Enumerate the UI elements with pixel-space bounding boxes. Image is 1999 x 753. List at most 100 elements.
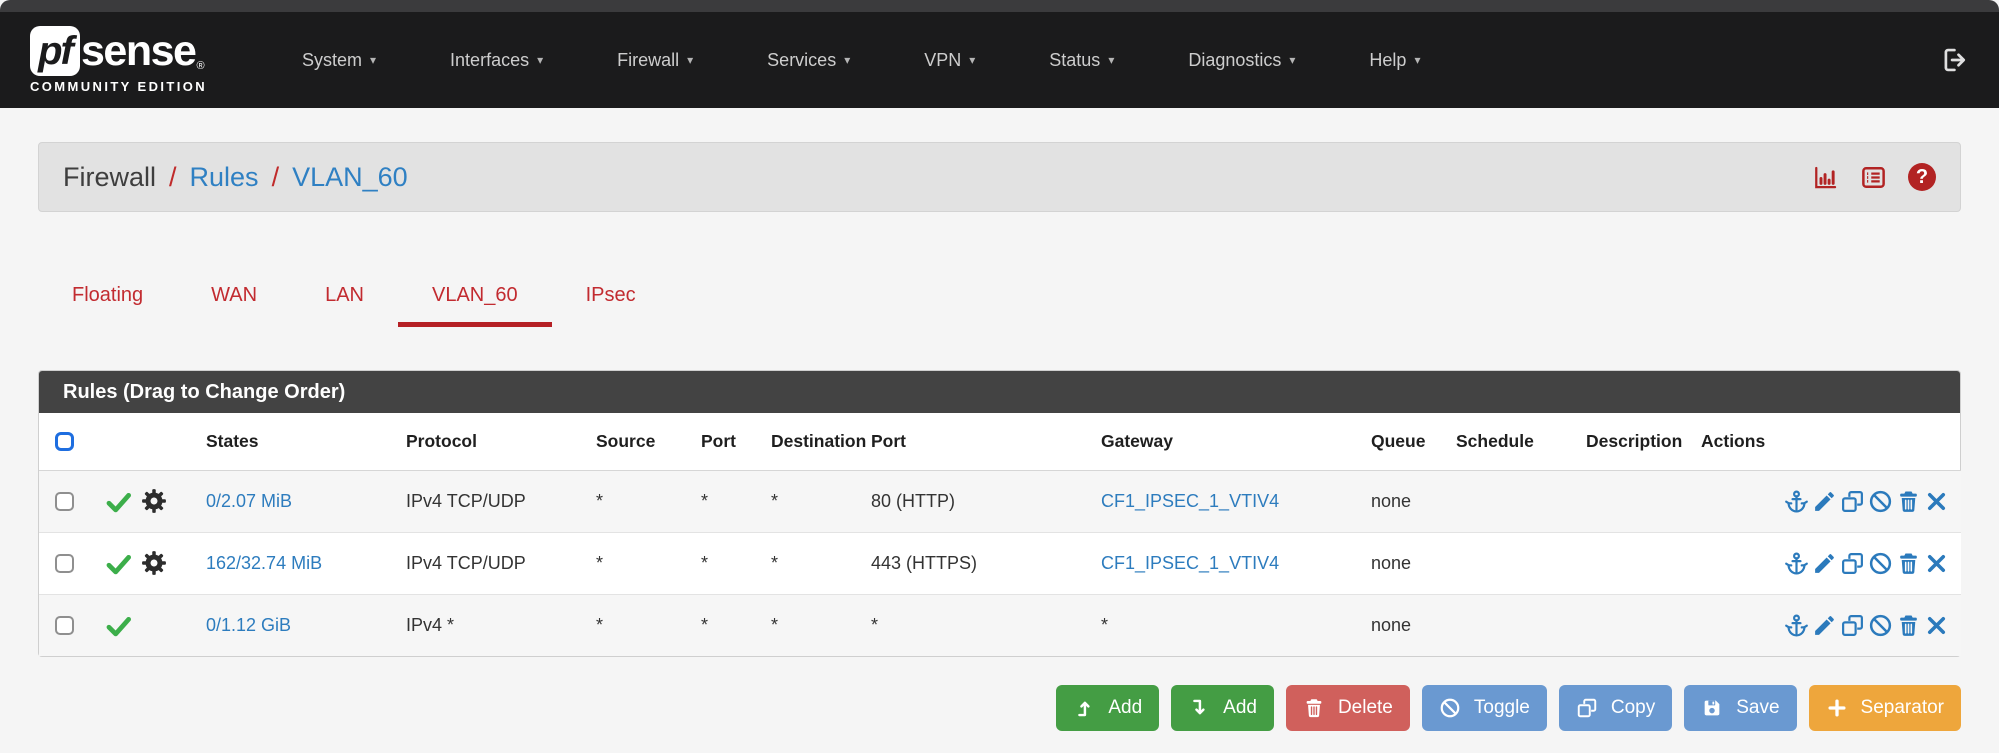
description-cell — [1576, 594, 1691, 656]
separator-button[interactable]: Separator — [1808, 685, 1961, 731]
pencil-icon[interactable] — [1812, 489, 1837, 514]
gear-icon[interactable] — [141, 550, 167, 576]
caret-down-icon: ▾ — [1289, 53, 1296, 67]
copy-button[interactable]: Copy — [1558, 685, 1673, 731]
description-cell — [1576, 532, 1691, 594]
anchor-icon[interactable] — [1784, 613, 1809, 638]
rule-row[interactable]: 0/1.12 GiB IPv4 * * * * * * none — [39, 594, 1961, 656]
states-link[interactable]: 162/32.74 MiB — [206, 552, 323, 573]
pencil-icon[interactable] — [1812, 613, 1837, 638]
pass-check-icon — [105, 488, 132, 515]
menu-item-vpn[interactable]: VPN ▾ — [887, 50, 1012, 71]
question-circle-icon[interactable]: ? — [1908, 163, 1936, 191]
menu-label: Status — [1049, 49, 1101, 70]
protocol-cell: IPv4 TCP/UDP — [406, 552, 526, 573]
ban-icon[interactable] — [1868, 551, 1893, 576]
states-link[interactable]: 0/1.12 GiB — [206, 614, 292, 635]
add-rule-top-button[interactable]: Add — [1056, 685, 1160, 731]
states-link[interactable]: 0/2.07 MiB — [206, 490, 293, 511]
pf-logo-box: pf — [30, 26, 80, 76]
menu-item-help[interactable]: Help ▾ — [1332, 50, 1457, 71]
column-header-protocol: Protocol — [396, 413, 586, 471]
times-icon[interactable] — [1924, 489, 1949, 514]
dest-port-cell: 443 (HTTPS) — [871, 552, 978, 573]
floppy-save-icon — [1701, 697, 1723, 719]
column-header-destination: Destination — [761, 413, 866, 471]
menu-item-diagnostics[interactable]: Diagnostics ▾ — [1151, 50, 1332, 71]
breadcrumb-link-vlan60[interactable]: VLAN_60 — [292, 161, 408, 192]
clone-icon[interactable] — [1840, 613, 1865, 638]
menu-label: Firewall — [617, 49, 680, 70]
clone-icon — [1576, 697, 1598, 719]
column-header-schedule: Schedule — [1446, 413, 1576, 471]
toggle-button[interactable]: Toggle — [1421, 685, 1547, 731]
source-cell: * — [596, 614, 604, 635]
tab-vlan-60[interactable]: VLAN_60 — [397, 272, 552, 327]
menu-label: Diagnostics — [1188, 49, 1282, 70]
row-checkbox[interactable] — [55, 615, 74, 635]
breadcrumb-link-rules[interactable]: Rules — [189, 161, 259, 192]
add-rule-bottom-button[interactable]: Add — [1171, 685, 1274, 731]
button-label: Separator — [1860, 697, 1944, 718]
pfsense-logo[interactable]: pf sense ® COMMUNITY EDITION — [30, 26, 235, 94]
tab-ipsec[interactable]: IPsec — [585, 284, 636, 306]
clone-icon[interactable] — [1840, 489, 1865, 514]
rule-row[interactable]: 162/32.74 MiB IPv4 TCP/UDP * * * 443 (HT… — [39, 532, 1961, 594]
select-all-checkbox[interactable] — [55, 431, 74, 451]
breadcrumb-panel: Firewall / Rules / VLAN_60 ? — [38, 142, 1961, 212]
row-checkbox[interactable] — [55, 553, 74, 573]
logo-pf-text: pf — [38, 28, 74, 73]
menu-item-services[interactable]: Services ▾ — [730, 50, 887, 71]
ban-icon[interactable] — [1868, 613, 1893, 638]
caret-down-icon: ▾ — [969, 53, 976, 67]
dest-port-cell: * — [871, 614, 879, 635]
sign-out-icon[interactable] — [1941, 46, 1969, 74]
menu-item-status[interactable]: Status ▾ — [1012, 50, 1151, 71]
pencil-icon[interactable] — [1812, 551, 1837, 576]
menu-item-system[interactable]: System ▾ — [265, 50, 413, 71]
list-alt-icon[interactable] — [1860, 164, 1887, 191]
queue-cell: none — [1371, 490, 1412, 511]
bar-chart-icon[interactable] — [1812, 164, 1839, 191]
ban-icon[interactable] — [1868, 489, 1893, 514]
table-header-row: States Protocol Source Port Destination … — [39, 413, 1961, 471]
gear-icon[interactable] — [141, 488, 167, 514]
times-icon[interactable] — [1924, 613, 1949, 638]
menu-item-firewall[interactable]: Firewall ▾ — [580, 50, 730, 71]
level-up-icon — [1073, 697, 1095, 719]
row-checkbox[interactable] — [55, 491, 74, 511]
column-header-states: States — [196, 413, 396, 471]
trash-icon[interactable] — [1896, 613, 1921, 638]
menu-item-interfaces[interactable]: Interfaces ▾ — [413, 50, 580, 71]
tab-floating[interactable]: Floating — [72, 284, 144, 306]
trash-icon[interactable] — [1896, 551, 1921, 576]
tab-wan[interactable]: WAN — [211, 284, 258, 306]
panel-title: Rules (Drag to Change Order) — [39, 371, 1960, 413]
breadcrumb-separator: / — [271, 161, 280, 192]
menu-label: VPN — [924, 49, 962, 70]
trash-icon[interactable] — [1896, 489, 1921, 514]
source-cell: * — [596, 490, 604, 511]
save-button[interactable]: Save — [1684, 685, 1797, 731]
button-label: Copy — [1610, 697, 1656, 718]
dest-port-cell: 80 (HTTP) — [871, 490, 956, 511]
footer-buttons: Add Add Delete Toggle Copy Save Separato… — [38, 685, 1961, 731]
delete-button[interactable]: Delete — [1285, 685, 1410, 731]
tab-lan[interactable]: LAN — [325, 284, 364, 306]
times-icon[interactable] — [1924, 551, 1949, 576]
gateway-link[interactable]: CF1_IPSEC_1_VTIV4 — [1101, 552, 1280, 573]
description-cell — [1576, 470, 1691, 532]
logo-tagline: COMMUNITY EDITION — [30, 79, 208, 94]
anchor-icon[interactable] — [1784, 551, 1809, 576]
button-label: Add — [1108, 697, 1143, 718]
caret-down-icon: ▾ — [1108, 53, 1115, 67]
rule-row[interactable]: 0/2.07 MiB IPv4 TCP/UDP * * * 80 (HTTP) … — [39, 470, 1961, 532]
gateway-link[interactable]: CF1_IPSEC_1_VTIV4 — [1101, 490, 1280, 511]
anchor-icon[interactable] — [1784, 489, 1809, 514]
pass-check-icon — [105, 550, 132, 577]
destination-cell: * — [771, 552, 779, 573]
caret-down-icon: ▾ — [844, 53, 851, 67]
rules-table: States Protocol Source Port Destination … — [39, 413, 1961, 656]
clone-icon[interactable] — [1840, 551, 1865, 576]
top-navbar: pf sense ® COMMUNITY EDITION System ▾ Int… — [0, 12, 1999, 108]
